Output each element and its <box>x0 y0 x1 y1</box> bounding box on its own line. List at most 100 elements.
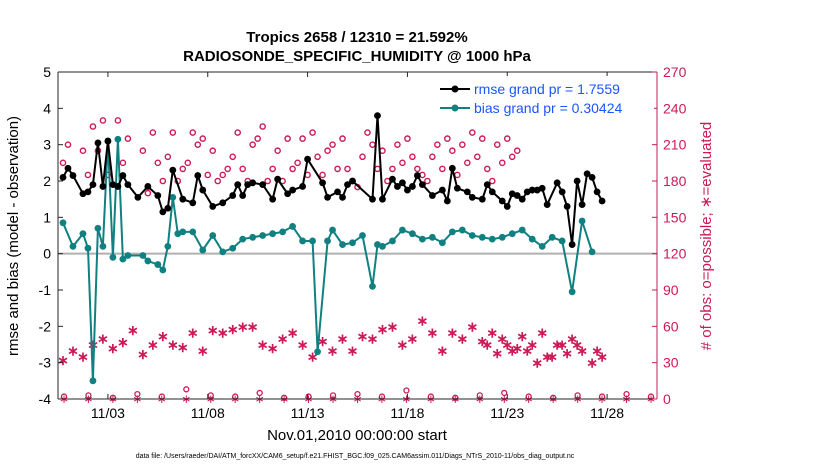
rmse-data-point <box>194 172 202 179</box>
rmse-data-point <box>478 195 486 203</box>
rmse-data-point <box>114 183 122 190</box>
possible-count-marker <box>359 153 366 161</box>
evaluated-count-marker: ∗ <box>456 330 468 346</box>
rmse-data-point <box>234 181 242 189</box>
bias-data-point <box>164 243 172 250</box>
bias-data-point <box>369 282 376 290</box>
possible-count-marker <box>254 135 261 142</box>
bias-data-point <box>239 235 247 243</box>
bias-data-point <box>448 228 456 236</box>
baseline-possible-marker <box>550 394 557 401</box>
bias-data-point <box>259 232 267 239</box>
chart-title: Tropics 2658 / 12310 = 21.592% <box>246 29 467 46</box>
possible-count-marker <box>424 177 431 185</box>
rmse-data-point <box>324 193 331 201</box>
evaluated-count-marker: ∗ <box>466 318 478 334</box>
possible-count-marker <box>394 141 401 148</box>
rmse-data-point <box>219 199 227 207</box>
evaluated-count-marker: ∗ <box>571 337 583 353</box>
evaluated-count-marker: ∗ <box>77 349 89 365</box>
rmse-data-point <box>189 199 197 207</box>
rmse-data-point <box>99 183 107 190</box>
y2-tick-label: 0 <box>663 391 671 407</box>
bias-data-point <box>69 243 77 250</box>
possible-count-marker <box>214 177 222 185</box>
evaluated-count-marker: ∗ <box>417 312 429 328</box>
possible-count-marker <box>144 189 152 197</box>
rmse-data-point <box>209 203 217 210</box>
y2-tick-label: 270 <box>663 64 687 80</box>
evaluated-count-marker: ∗ <box>501 337 513 353</box>
bias-data-point <box>359 232 366 239</box>
y2-tick-label: 90 <box>663 282 679 298</box>
evaluated-count-marker: ∗ <box>67 343 79 359</box>
baseline-possible-marker <box>452 394 459 401</box>
baseline-possible-marker <box>574 392 581 399</box>
possible-count-marker <box>289 165 296 173</box>
evaluated-count-marker: ∗ <box>586 355 598 371</box>
evaluated-count-marker: ∗ <box>57 352 69 368</box>
bias-data-point <box>249 233 257 241</box>
possible-count-marker <box>209 147 217 155</box>
possible-count-marker <box>64 141 72 148</box>
possible-count-marker <box>229 153 237 161</box>
bias-data-point <box>324 237 331 245</box>
evaluated-count-marker: ∗ <box>337 330 349 346</box>
plot-area <box>58 72 657 399</box>
evaluated-count-marker: ∗ <box>107 340 119 356</box>
bias-data-point <box>379 243 386 250</box>
evaluated-count-marker: ∗ <box>486 324 498 340</box>
possible-count-marker <box>149 129 157 136</box>
possible-count-marker <box>89 123 97 130</box>
bias-data-point <box>468 232 476 239</box>
evaluated-count-marker: ∗ <box>327 343 339 359</box>
rmse-data-point <box>518 195 526 203</box>
rmse-data-point <box>598 197 606 205</box>
evaluated-count-marker: ∗ <box>561 345 573 361</box>
bias-data-point <box>498 233 506 241</box>
rmse-data-point <box>488 188 496 196</box>
possible-count-marker <box>219 171 227 179</box>
evaluated-count-marker: ∗ <box>167 337 179 353</box>
possible-count-marker <box>309 129 316 136</box>
rmse-data-point <box>513 192 521 199</box>
y-tick-label: -4 <box>39 391 52 407</box>
bias-data-point <box>89 377 97 385</box>
y2-axis-label: # of obs: o=possible; ∗=evaluated <box>698 122 715 351</box>
rmse-data-point <box>379 195 386 203</box>
bias-data-point <box>159 266 167 274</box>
bias-data-point <box>209 232 217 239</box>
evaluated-count-marker: ∗ <box>277 330 289 346</box>
rmse-data-point <box>259 181 267 189</box>
possible-count-marker <box>139 147 147 155</box>
bias-data-point <box>488 235 496 243</box>
footnote: data file: /Users/raeder/DAI/ATM_forcXX/… <box>136 453 575 460</box>
rmse-data-point <box>563 203 571 210</box>
rmse-data-point <box>319 179 326 187</box>
baseline-possible-marker <box>109 394 117 401</box>
rmse-data-point <box>558 188 566 196</box>
y2-tick-label: 240 <box>663 100 687 116</box>
rmse-data-point <box>104 137 112 145</box>
rmse-data-point <box>578 201 586 209</box>
rmse-data-point <box>124 181 132 189</box>
y2-tick-label: 60 <box>663 318 679 334</box>
possible-count-marker <box>334 165 341 173</box>
possible-count-marker <box>389 165 396 173</box>
rmse-data-point <box>389 175 396 183</box>
bias-data-point <box>169 193 177 201</box>
evaluated-count-marker: ∗ <box>481 337 493 353</box>
possible-count-marker <box>204 171 212 179</box>
evaluated-count-marker: ∗ <box>357 328 369 344</box>
possible-count-marker <box>184 159 192 167</box>
possible-count-marker <box>294 159 301 167</box>
rmse-data-point <box>229 192 237 199</box>
y-tick-label: 1 <box>43 209 51 225</box>
rmse-data-point <box>269 195 277 203</box>
rmse-data-point <box>299 183 306 190</box>
x-tick-label: 11/08 <box>191 405 225 421</box>
bias-data-point <box>124 252 132 259</box>
possible-count-marker <box>179 165 187 173</box>
possible-count-marker <box>339 135 346 142</box>
